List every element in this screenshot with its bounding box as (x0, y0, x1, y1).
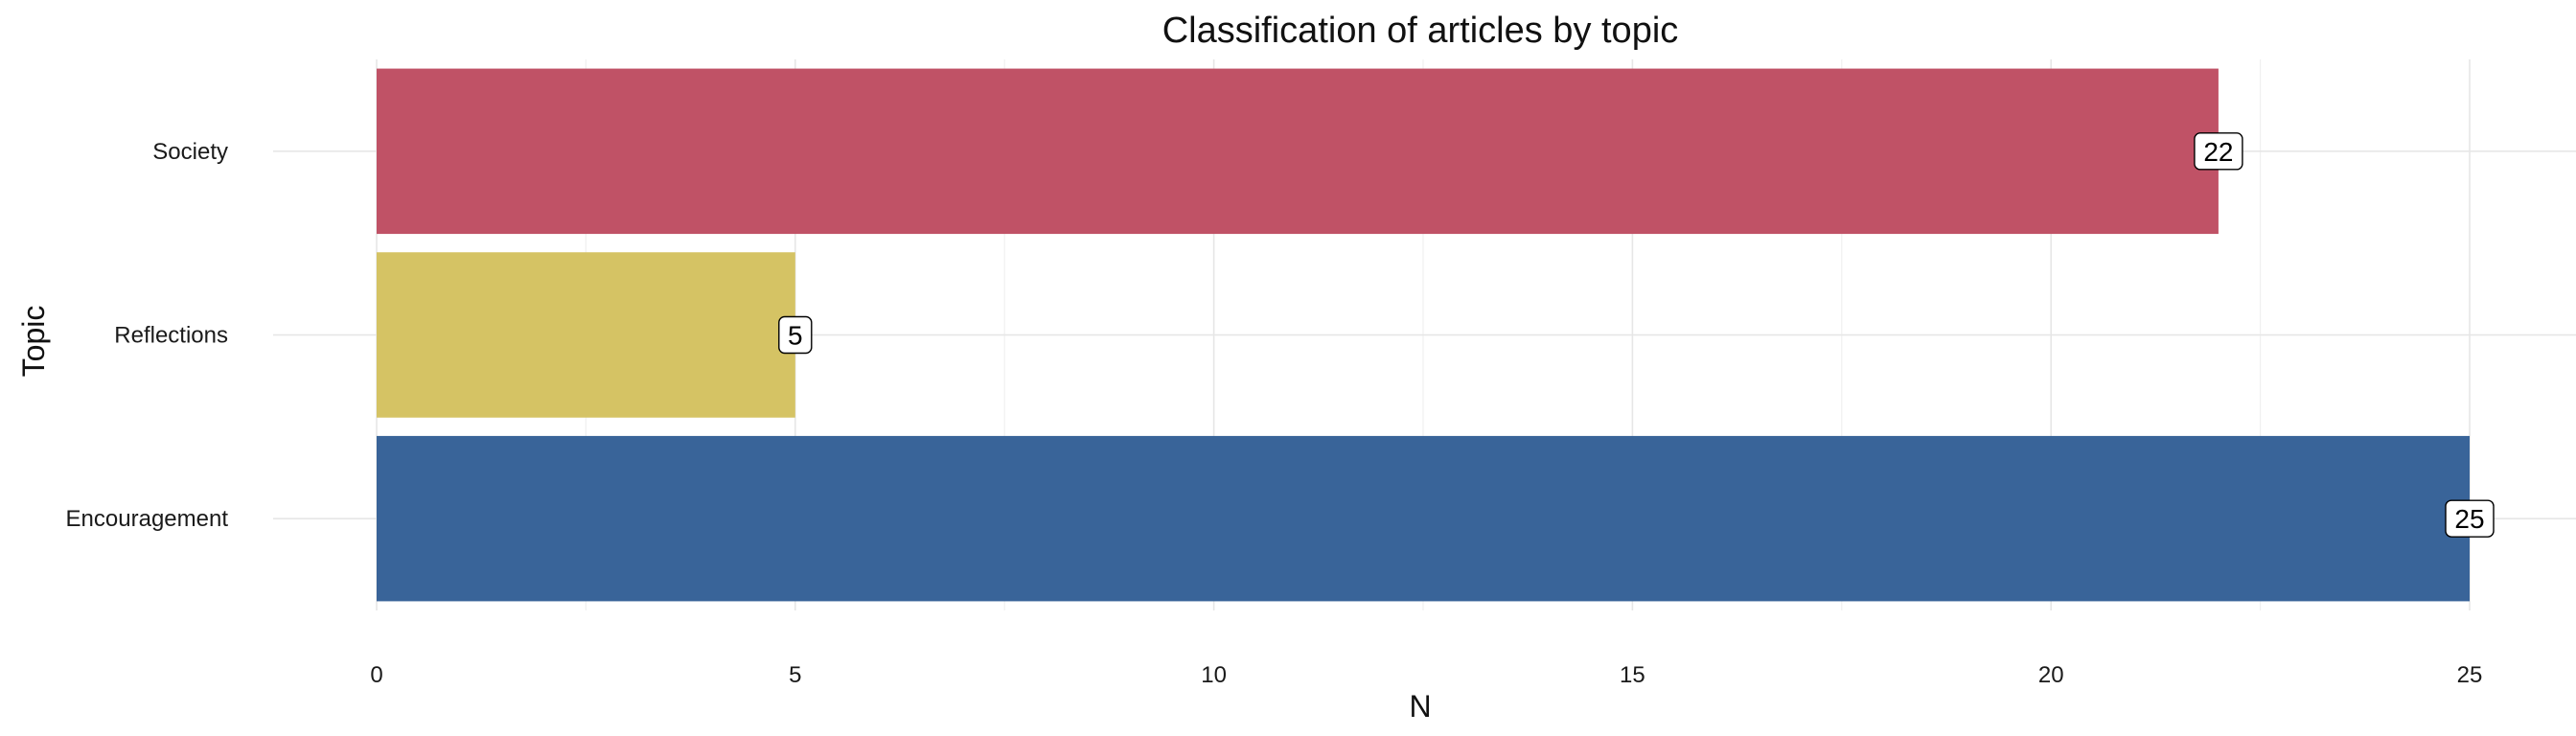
x-tick-label: 25 (2457, 662, 2483, 688)
data-labels: 25 5 22 (778, 132, 2495, 538)
bar-society (377, 68, 2219, 235)
bar-encouragement (377, 435, 2470, 602)
x-tick-label: 15 (1620, 662, 1645, 688)
x-tick-label: 5 (789, 662, 801, 688)
data-label-society: 22 (2194, 132, 2243, 171)
chart-title: Classification of articles by topic (1162, 11, 1679, 51)
y-axis-title: Topic (16, 306, 51, 378)
data-label-text: 22 (2203, 137, 2233, 167)
data-label-text: 25 (2454, 504, 2484, 534)
x-tick-label: 0 (370, 662, 382, 688)
x-axis-title: N (1409, 689, 1431, 724)
x-axis-ticks: 0 5 10 15 20 25 (370, 662, 2482, 688)
data-label-encouragement: 25 (2445, 499, 2495, 538)
bars (377, 68, 2470, 602)
data-label-box (2445, 499, 2495, 538)
data-label-box (2194, 132, 2243, 171)
x-tick-label: 10 (1201, 662, 1227, 688)
x-tick-label: 20 (2038, 662, 2064, 688)
y-tick-label-society: Society (152, 139, 228, 165)
y-tick-label-reflections: Reflections (114, 323, 228, 349)
data-label-box (778, 315, 813, 355)
data-label-reflections: 5 (778, 315, 813, 355)
y-tick-label-encouragement: Encouragement (66, 506, 229, 532)
y-axis-ticks: Encouragement Reflections Society (66, 139, 229, 532)
bar-reflections (377, 252, 795, 418)
data-label-text: 5 (788, 321, 803, 351)
